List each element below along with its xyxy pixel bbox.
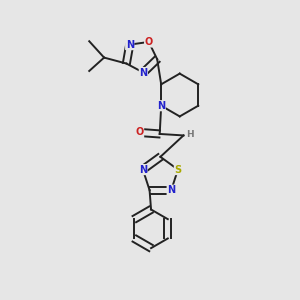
Text: N: N xyxy=(167,185,175,195)
Text: N: N xyxy=(139,165,147,175)
Text: N: N xyxy=(139,68,147,78)
Text: O: O xyxy=(145,37,153,47)
Text: H: H xyxy=(186,130,194,139)
Text: O: O xyxy=(135,128,144,137)
Text: S: S xyxy=(174,165,182,175)
Text: N: N xyxy=(157,101,165,111)
Text: N: N xyxy=(126,40,134,50)
